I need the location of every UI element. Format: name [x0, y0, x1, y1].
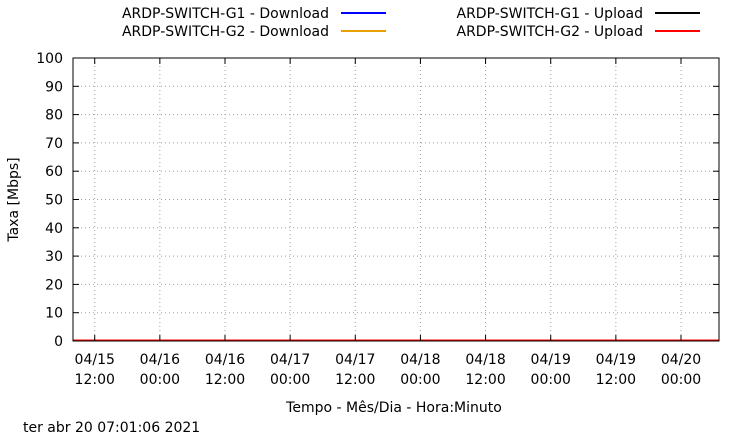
x-tick-label-date: 04/18	[465, 352, 505, 368]
y-axis: 0 10 20 30 40 50 60 70 80 90 100	[36, 51, 719, 350]
legend-label: ARDP-SWITCH-G1 - Upload	[457, 6, 644, 22]
legend-item: ARDP-SWITCH-G1 - Upload	[457, 6, 700, 22]
y-tick-label: 40	[45, 221, 63, 237]
y-tick-label: 50	[45, 193, 63, 209]
x-tick-label-date: 04/15	[75, 352, 115, 368]
x-tick-label-date: 04/19	[596, 352, 636, 368]
legend-item: ARDP-SWITCH-G2 - Upload	[457, 24, 700, 40]
y-tick-label: 10	[45, 306, 63, 322]
x-axis-label: Tempo - Mês/Dia - Hora:Minuto	[285, 400, 502, 416]
x-tick-label-time: 00:00	[661, 372, 701, 388]
legend-label: ARDP-SWITCH-G2 - Upload	[457, 24, 644, 40]
x-tick-label-date: 04/17	[335, 352, 375, 368]
y-tick-label: 70	[45, 136, 63, 152]
y-axis-label: Taxa [Mbps]	[6, 157, 22, 242]
x-tick-label-time: 00:00	[400, 372, 440, 388]
x-tick-label-date: 04/19	[531, 352, 571, 368]
x-tick-label-time: 00:00	[140, 372, 180, 388]
y-tick-label: 30	[45, 249, 63, 265]
x-tick-label-time: 00:00	[531, 372, 571, 388]
x-tick-label-time: 12:00	[596, 372, 636, 388]
y-tick-label: 60	[45, 164, 63, 180]
x-tick-label-date: 04/17	[270, 352, 310, 368]
x-tick-label-time: 12:00	[465, 372, 505, 388]
x-tick-label-date: 04/16	[205, 352, 245, 368]
legend-label: ARDP-SWITCH-G2 - Download	[122, 24, 329, 40]
y-tick-label: 90	[45, 79, 63, 95]
x-tick-label-time: 12:00	[75, 372, 115, 388]
x-tick-label-time: 00:00	[270, 372, 310, 388]
y-tick-label: 0	[54, 334, 63, 350]
y-tick-label: 100	[36, 51, 63, 67]
grid	[73, 58, 719, 341]
y-tick-label: 80	[45, 108, 63, 124]
x-tick-label-date: 04/20	[661, 352, 701, 368]
x-axis: 04/15 12:00 04/16 00:00 04/16 12:00 04/17 00:00…	[75, 58, 701, 388]
x-tick-label-time: 12:00	[205, 372, 245, 388]
legend-item: ARDP-SWITCH-G2 - Download	[122, 24, 386, 40]
x-tick-label-date: 04/16	[140, 352, 180, 368]
x-tick-label-time: 12:00	[335, 372, 375, 388]
legend: ARDP-SWITCH-G1 - Download ARDP-SWITCH-G1 …	[122, 6, 700, 40]
legend-item: ARDP-SWITCH-G1 - Download	[122, 6, 386, 22]
legend-label: ARDP-SWITCH-G1 - Download	[122, 6, 329, 22]
y-tick-label: 20	[45, 277, 63, 293]
timestamp: ter abr 20 07:01:06 2021	[23, 420, 201, 436]
x-tick-label-date: 04/18	[400, 352, 440, 368]
